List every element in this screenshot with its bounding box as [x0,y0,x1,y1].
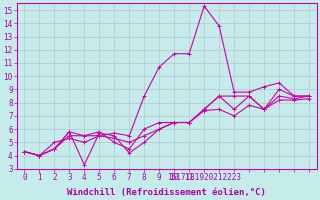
X-axis label: Windchill (Refroidissement éolien,°C): Windchill (Refroidissement éolien,°C) [67,188,266,197]
